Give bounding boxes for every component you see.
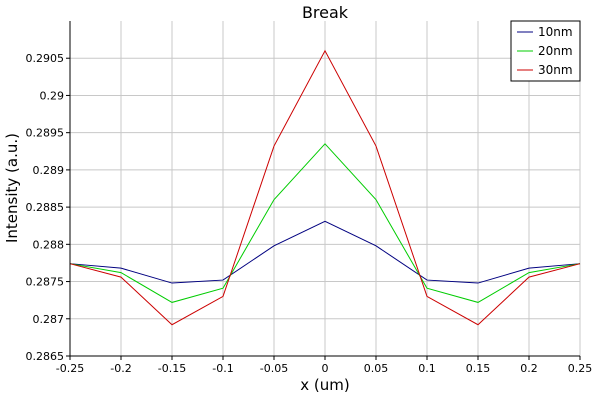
x-tick-label: -0.15 <box>158 362 186 375</box>
x-tick-label: 0 <box>322 362 329 375</box>
series-line-10nm <box>69 220 581 284</box>
x-tick-label: 0.2 <box>520 362 538 375</box>
y-tick-label: 0.29 <box>40 89 65 102</box>
x-tick-label: 0.1 <box>418 362 436 375</box>
y-tick-label: 0.289 <box>33 164 65 177</box>
x-tick-label: 0.15 <box>466 362 491 375</box>
tick-labels: -0.25 -0.2 -0.15 -0.1 -0.05 0 0.05 0.1 0.15 0.2 0.… <box>26 52 593 375</box>
y-tick-label: 0.287 <box>33 313 65 326</box>
legend-label-10nm: 10nm <box>538 25 573 39</box>
legend: 10nm 20nm 30nm <box>510 20 581 82</box>
x-tick-label: -0.05 <box>260 362 288 375</box>
chart-title: Break <box>302 3 349 22</box>
axes <box>66 21 581 360</box>
y-tick-label: 0.2875 <box>26 276 65 289</box>
y-tick-label: 0.2905 <box>26 52 65 65</box>
y-tick-label: 0.2885 <box>26 201 65 214</box>
series-lines <box>69 49 581 326</box>
y-tick-label: 0.288 <box>33 238 65 251</box>
x-axis-label: x (um) <box>300 376 349 394</box>
x-tick-label: 0.05 <box>364 362 389 375</box>
legend-items: 10nm 20nm 30nm <box>517 25 573 77</box>
y-tick-label: 0.2865 <box>26 350 65 363</box>
legend-label-30nm: 30nm <box>538 63 573 77</box>
x-tick-label: 0.25 <box>568 362 593 375</box>
y-axis-label: Intensity (a.u.) <box>3 133 21 243</box>
legend-label-20nm: 20nm <box>538 44 573 58</box>
series-line-30nm <box>69 49 581 326</box>
y-tick-label: 0.2895 <box>26 127 65 140</box>
x-tick-label: -0.25 <box>56 362 84 375</box>
series-line-20nm <box>69 143 581 303</box>
x-tick-label: -0.2 <box>110 362 131 375</box>
x-tick-label: -0.1 <box>212 362 233 375</box>
